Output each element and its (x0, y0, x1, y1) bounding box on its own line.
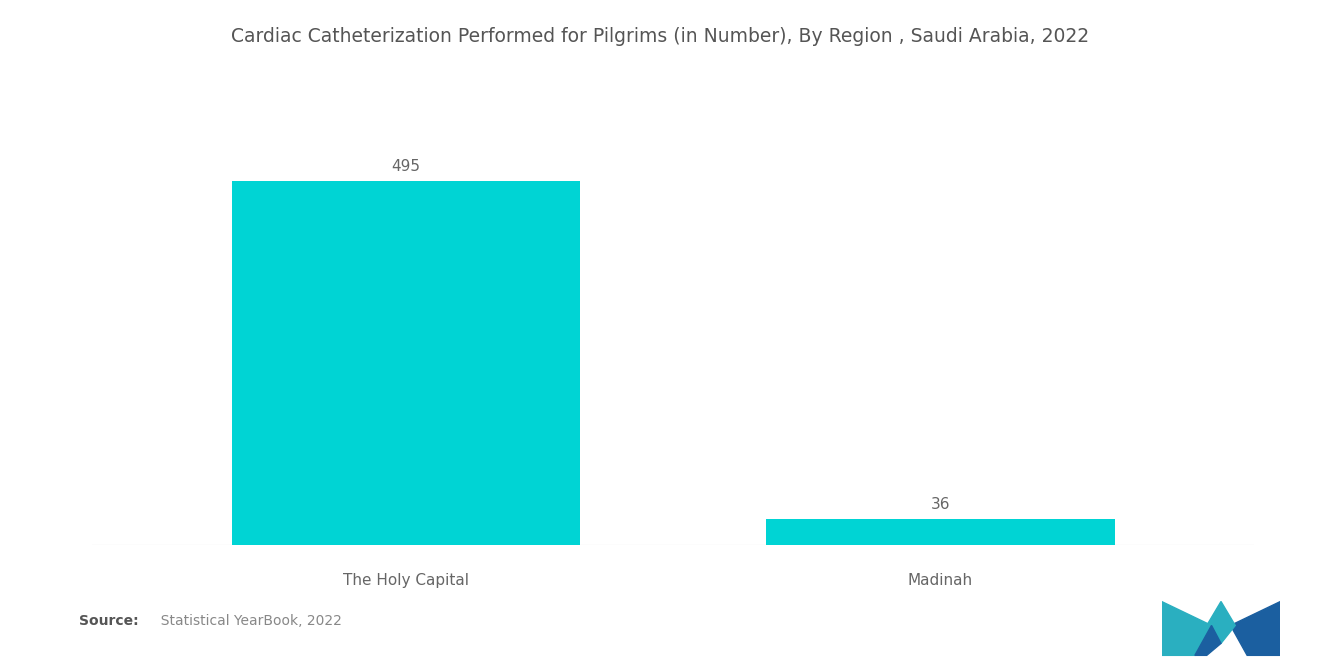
Polygon shape (1195, 625, 1221, 656)
Polygon shape (1230, 601, 1280, 656)
Text: Cardiac Catheterization Performed for Pilgrims (in Number), By Region , Saudi Ar: Cardiac Catheterization Performed for Pi… (231, 27, 1089, 46)
Bar (766, 519, 1114, 545)
Text: 495: 495 (392, 159, 421, 174)
Text: Madinah: Madinah (908, 573, 973, 589)
Polygon shape (1162, 601, 1212, 656)
Text: Source:: Source: (79, 614, 139, 628)
Text: 36: 36 (931, 497, 950, 512)
Text: The Holy Capital: The Holy Capital (343, 573, 469, 589)
Bar (232, 181, 581, 545)
Text: Statistical YearBook, 2022: Statistical YearBook, 2022 (152, 614, 342, 628)
Polygon shape (1206, 601, 1236, 644)
